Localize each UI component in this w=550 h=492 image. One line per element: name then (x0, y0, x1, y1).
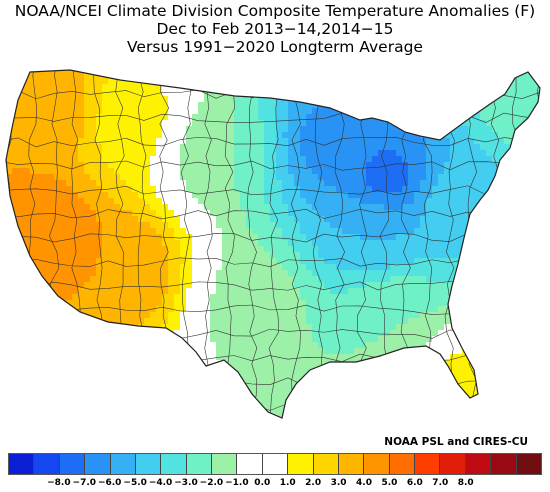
legend-tick-label: 7.0 (432, 478, 449, 488)
legend-tick-label: −6.0 (97, 478, 122, 488)
color-legend (8, 453, 542, 475)
legend-swatch (186, 454, 212, 474)
legend-swatch (135, 454, 162, 474)
legend-swatch (9, 454, 35, 474)
legend-swatch (440, 454, 466, 474)
legend-swatch (516, 454, 541, 474)
legend-tick-label: 0.0 (254, 478, 271, 488)
legend-swatch (237, 454, 263, 474)
legend-tick-label: 4.0 (356, 478, 372, 488)
legend-tick-label: 8.0 (457, 478, 474, 488)
map-title: NOAA/NCEI Climate Division Composite Tem… (0, 2, 550, 56)
title-line-2: Dec to Feb 2013−14,2014−15 (156, 20, 394, 38)
legend-swatch (415, 454, 441, 474)
legend-tick-label: 2.0 (305, 478, 322, 488)
legend-tick-label: 1.0 (279, 478, 296, 488)
legend-swatch (491, 454, 517, 474)
legend-tick-label: −4.0 (148, 478, 173, 488)
legend-swatch (59, 454, 86, 474)
legend-swatch (313, 454, 339, 474)
legend-swatch (389, 454, 415, 474)
legend-tick-label: −5.0 (123, 478, 147, 488)
legend-swatch (338, 454, 365, 474)
legend-tick-label: 5.0 (381, 478, 398, 488)
legend-tick-label: 6.0 (406, 478, 423, 488)
color-legend-ticks: −8.0 −7.0 −6.0 −5.0 −4.0 −3.0 −2.0 −1.0 0.0 1.0 2.… (8, 478, 542, 492)
legend-tick-label: −3.0 (174, 478, 198, 488)
legend-swatch (364, 454, 390, 474)
legend-tick-label: −8.0 (47, 478, 71, 488)
legend-swatch (262, 454, 289, 474)
legend-swatch (288, 454, 314, 474)
legend-swatch (161, 454, 187, 474)
legend-tick-label: −7.0 (72, 478, 97, 488)
legend-swatch (212, 454, 238, 474)
legend-swatch (110, 454, 136, 474)
legend-swatch (465, 454, 492, 474)
legend-tick-label: 3.0 (330, 478, 347, 488)
legend-swatch (85, 454, 111, 474)
credit-label: NOAA PSL and CIRES-CU (384, 436, 528, 448)
title-line-3: Versus 1991−2020 Longterm Average (127, 38, 423, 56)
legend-swatch (34, 454, 60, 474)
title-line-1: NOAA/NCEI Climate Division Composite Tem… (14, 2, 536, 20)
legend-tick-label: −2.0 (199, 478, 224, 488)
legend-tick-label: −1.0 (225, 478, 249, 488)
